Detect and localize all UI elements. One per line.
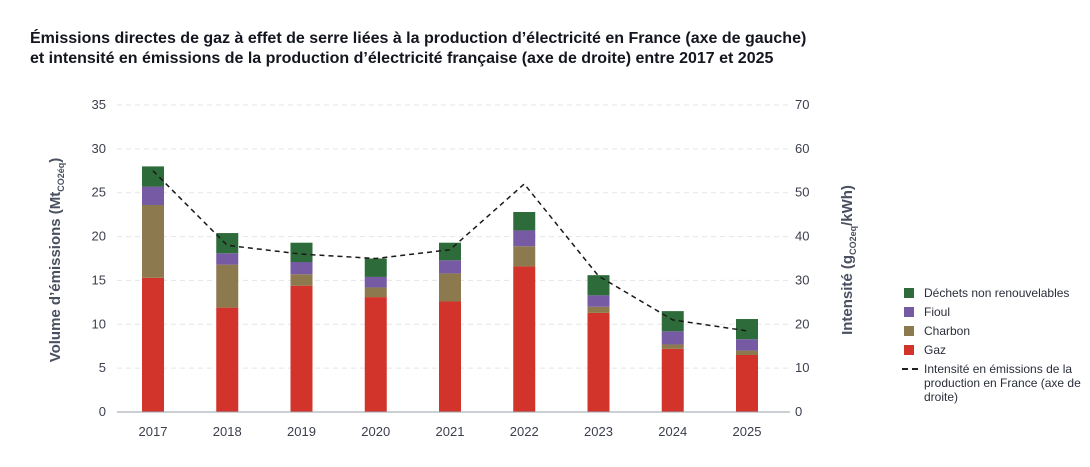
x-tick-label: 2021 xyxy=(436,424,465,439)
legend-label: Intensité en émissions de la production … xyxy=(924,362,1081,404)
legend-dash-intensite xyxy=(902,368,918,370)
bar-dechets-2023 xyxy=(587,275,610,296)
x-tick-label: 2023 xyxy=(584,424,613,439)
legend-item-charbon: Charbon xyxy=(902,324,1082,338)
left-axis-label-main: Volume d’émissions (Mt xyxy=(47,192,64,363)
bar-charbon-2018 xyxy=(216,264,239,308)
x-tick-label: 2017 xyxy=(139,424,168,439)
bar-charbon-2025 xyxy=(736,350,758,355)
bar-dechets-2018 xyxy=(216,233,239,254)
bar-gaz-2025 xyxy=(736,354,758,412)
bar-charbon-2022 xyxy=(513,246,536,267)
bar-gaz-2020 xyxy=(364,297,387,412)
x-tick-label: 2018 xyxy=(213,424,242,439)
left-axis-ticks: 0 5 10 15 20 25 30 35 xyxy=(92,97,106,419)
legend-swatch-dechets xyxy=(904,288,914,298)
right-axis-ticks: 0 10 20 30 40 50 60 70 xyxy=(795,97,809,419)
bar-gaz-2018 xyxy=(216,307,239,412)
right-tick-label: 60 xyxy=(795,141,809,156)
bar-fioul-2019 xyxy=(290,262,313,275)
left-axis-label-end: ) xyxy=(47,158,64,163)
bar-charbon-2024 xyxy=(661,344,684,349)
right-tick-label: 40 xyxy=(795,229,809,244)
bar-dechets-2024 xyxy=(661,311,684,332)
bar-dechets-2025 xyxy=(736,319,758,340)
right-tick-label: 30 xyxy=(795,272,809,287)
left-tick-label: 30 xyxy=(92,141,106,156)
bar-gaz-2024 xyxy=(661,348,684,412)
bar-charbon-2017 xyxy=(142,204,164,278)
bar-gaz-2021 xyxy=(439,301,461,412)
right-axis-label-main: Intensité (g xyxy=(839,255,856,335)
legend-swatch-charbon xyxy=(904,326,914,336)
bar-charbon-2021 xyxy=(439,273,461,302)
bar-dechets-2022 xyxy=(513,212,536,231)
chart-title-line-1: Émissions directes de gaz à effet de ser… xyxy=(30,30,807,47)
legend-item-gaz: Gaz xyxy=(902,343,1082,357)
right-axis-label-sub: CO2eq xyxy=(848,226,858,255)
legend-item-dechets: Déchets non renouvelables xyxy=(902,286,1082,300)
x-tick-label: 2025 xyxy=(733,424,762,439)
bar-dechets-2019 xyxy=(290,242,313,263)
x-tick-label: 2019 xyxy=(287,424,316,439)
left-tick-label: 35 xyxy=(92,97,106,112)
bar-gaz-2022 xyxy=(513,266,536,412)
right-tick-label: 50 xyxy=(795,185,809,200)
x-tick-label: 2024 xyxy=(658,424,687,439)
bar-dechets-2021 xyxy=(439,242,461,261)
bar-fioul-2017 xyxy=(142,186,164,205)
legend-label: Fioul xyxy=(924,305,951,319)
right-tick-label: 10 xyxy=(795,360,809,375)
left-tick-label: 20 xyxy=(92,229,106,244)
left-axis-label: Volume d’émissions (MtCO2éq) xyxy=(47,158,66,363)
bars xyxy=(142,166,758,412)
left-tick-label: 10 xyxy=(92,316,106,331)
left-axis-label-sub: CO2éq xyxy=(56,163,66,192)
x-axis-ticks: 2017 2018 2019 2020 2021 2022 2023 2024 2025 xyxy=(139,424,762,439)
legend-item-fioul: Fioul xyxy=(902,305,1082,319)
left-tick-label: 5 xyxy=(99,360,106,375)
right-tick-label: 70 xyxy=(795,97,809,112)
intensity-line-path xyxy=(152,170,748,332)
left-tick-label: 25 xyxy=(92,185,106,200)
left-tick-label: 15 xyxy=(92,272,106,287)
legend-label: Déchets non renouvelables xyxy=(924,286,1070,300)
chart-title: Émissions directes de gaz à effet de ser… xyxy=(30,29,1070,69)
bar-dechets-2020 xyxy=(364,258,387,277)
chart-title-line-2: et intensité en émissions de la producti… xyxy=(30,50,774,67)
right-axis-label-end: /kWh) xyxy=(839,185,856,226)
right-axis-label: Intensité (gCO2eq/kWh) xyxy=(839,185,858,335)
bar-fioul-2024 xyxy=(661,331,684,345)
bar-fioul-2020 xyxy=(364,276,387,288)
right-tick-label: 0 xyxy=(795,404,802,419)
left-tick-label: 0 xyxy=(99,404,106,419)
bar-fioul-2021 xyxy=(439,260,461,274)
bar-charbon-2023 xyxy=(587,306,610,313)
bar-fioul-2018 xyxy=(216,253,239,265)
bar-dechets-2017 xyxy=(142,166,164,187)
bar-gaz-2017 xyxy=(142,277,164,412)
legend-item-intensite: Intensité en émissions de la production … xyxy=(902,362,1082,404)
bar-fioul-2025 xyxy=(736,339,758,351)
intensity-line xyxy=(152,170,748,332)
bar-fioul-2022 xyxy=(513,230,536,247)
x-tick-label: 2020 xyxy=(361,424,390,439)
bar-fioul-2023 xyxy=(587,295,610,307)
legend: Déchets non renouvelables Fioul Charbon Gaz… xyxy=(902,286,1082,409)
right-tick-label: 20 xyxy=(795,316,809,331)
legend-label: Charbon xyxy=(924,324,971,338)
legend-swatch-fioul xyxy=(904,307,914,317)
bar-gaz-2019 xyxy=(290,285,313,412)
bar-charbon-2020 xyxy=(364,287,387,298)
legend-swatch-gaz xyxy=(904,345,914,355)
bar-charbon-2019 xyxy=(290,274,313,286)
legend-label: Gaz xyxy=(924,343,947,357)
bar-gaz-2023 xyxy=(587,312,610,412)
x-tick-label: 2022 xyxy=(510,424,539,439)
